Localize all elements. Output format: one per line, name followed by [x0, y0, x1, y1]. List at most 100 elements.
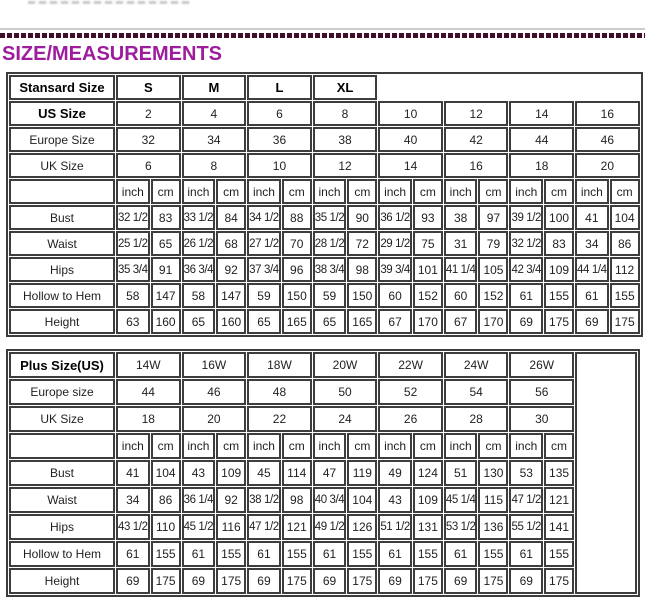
value-cell: 61 [509, 283, 544, 308]
value-cell: inch [443, 433, 478, 459]
value-cell: cm [347, 179, 378, 204]
value-cell: inch [378, 179, 412, 204]
value-cell: 175 [216, 568, 247, 594]
value-cell: 47 1/2 [247, 514, 281, 540]
value-cell: 65 [312, 309, 347, 334]
value-cell: inch [509, 433, 544, 459]
value-cell: 79 [478, 231, 509, 256]
row-label-cell: Europe size [9, 379, 115, 405]
value-cell: 136 [478, 514, 509, 540]
value-cell: 124 [412, 460, 443, 486]
value-cell: 83 [150, 205, 181, 230]
value-cell: 109 [412, 487, 443, 513]
value-cell: inch [509, 179, 544, 204]
value-cell: 10 [247, 153, 312, 178]
table-row: Hollow to Hem 61 155 61 155 61 155 61 155 61 155 61… [9, 541, 637, 567]
value-cell: 175 [544, 568, 575, 594]
table-row: Stansard Size S M L XL [9, 75, 640, 100]
row-label-cell: Europe Size [9, 127, 115, 152]
value-cell: 104 [609, 205, 640, 230]
value-cell: 39 1/2 [509, 205, 544, 230]
value-cell: 53 [509, 460, 544, 486]
value-cell: 14W [116, 352, 181, 378]
value-cell: 65 [150, 231, 181, 256]
value-cell: 4 [181, 101, 247, 126]
value-cell: cm [412, 433, 443, 459]
value-cell: 43 [378, 487, 412, 513]
value-cell: 65 [181, 309, 216, 334]
value-cell: 165 [347, 309, 378, 334]
value-cell: inch [378, 433, 412, 459]
value-cell: 52 [378, 379, 443, 405]
value-cell: 175 [150, 568, 181, 594]
value-cell: 121 [544, 487, 575, 513]
value-cell: 2 [116, 101, 181, 126]
table-row: US Size 2 4 6 8 10 12 14 16 [9, 101, 640, 126]
value-cell: 46 [181, 379, 247, 405]
value-cell: cm [478, 433, 509, 459]
value-cell: 34 1/2 [247, 205, 281, 230]
row-label-cell: Height [9, 568, 115, 594]
value-cell: 155 [544, 283, 575, 308]
value-cell: 14 [509, 101, 575, 126]
value-cell: 69 [312, 568, 347, 594]
value-cell: 38 [312, 127, 378, 152]
value-cell: 147 [216, 283, 247, 308]
value-cell: 44 [509, 127, 575, 152]
value-cell: 61 [312, 541, 347, 567]
value-cell: 155 [281, 541, 312, 567]
value-cell: 45 1/4 [443, 487, 478, 513]
value-cell: 8 [312, 101, 378, 126]
value-cell: 37 3/4 [247, 257, 281, 282]
header-cell: Stansard Size [9, 75, 115, 100]
value-cell: 48 [247, 379, 312, 405]
value-cell: 10 [378, 101, 443, 126]
value-cell: 41 1/4 [443, 257, 478, 282]
value-cell: 109 [544, 257, 575, 282]
value-cell: 33 1/2 [181, 205, 216, 230]
value-cell: 155 [544, 541, 575, 567]
value-cell: 6 [247, 101, 312, 126]
value-cell: 28 [443, 406, 509, 432]
value-cell: 35 1/2 [312, 205, 347, 230]
header-cell: M [181, 75, 247, 100]
value-cell: 18 [509, 153, 575, 178]
value-cell: 147 [150, 283, 181, 308]
dashed-separator-line [0, 33, 645, 38]
value-cell: 36 [247, 127, 312, 152]
value-cell: 61 [116, 541, 150, 567]
value-cell: 18W [247, 352, 312, 378]
value-cell: cm [281, 179, 312, 204]
value-cell: inch [312, 179, 347, 204]
value-cell: 26W [509, 352, 575, 378]
value-cell: 69 [378, 568, 412, 594]
value-cell: 175 [347, 568, 378, 594]
value-cell: 34 [116, 487, 150, 513]
value-cell: 31 [443, 231, 478, 256]
table-row: Europe size 44 46 48 50 52 54 56 [9, 379, 637, 405]
value-cell: 14 [378, 153, 443, 178]
value-cell: cm [216, 179, 247, 204]
value-cell: 65 [247, 309, 281, 334]
value-cell: 34 [181, 127, 247, 152]
value-cell: 155 [216, 541, 247, 567]
value-cell: 84 [216, 205, 247, 230]
value-cell: 49 1/2 [312, 514, 347, 540]
value-cell: cm [544, 179, 575, 204]
value-cell: 32 1/2 [116, 205, 150, 230]
value-cell: 38 1/2 [247, 487, 281, 513]
value-cell: 26 [378, 406, 443, 432]
row-label-cell: Hollow to Hem [9, 283, 115, 308]
value-cell: 61 [247, 541, 281, 567]
value-cell: 55 1/2 [509, 514, 544, 540]
value-cell: 86 [609, 231, 640, 256]
value-cell: 90 [347, 205, 378, 230]
value-cell: 93 [412, 205, 443, 230]
value-cell: 110 [150, 514, 181, 540]
value-cell: 175 [478, 568, 509, 594]
standard-size-table: Stansard Size S M L XL US Size 2 4 6 8 10 12 14 16 Eur… [6, 72, 643, 337]
value-cell: 63 [116, 309, 150, 334]
value-cell: 104 [150, 460, 181, 486]
plus-size-table: Plus Size(US) 14W 16W 18W 20W 22W 24W 26W Europe… [6, 349, 641, 597]
value-cell: 42 3/4 [509, 257, 544, 282]
